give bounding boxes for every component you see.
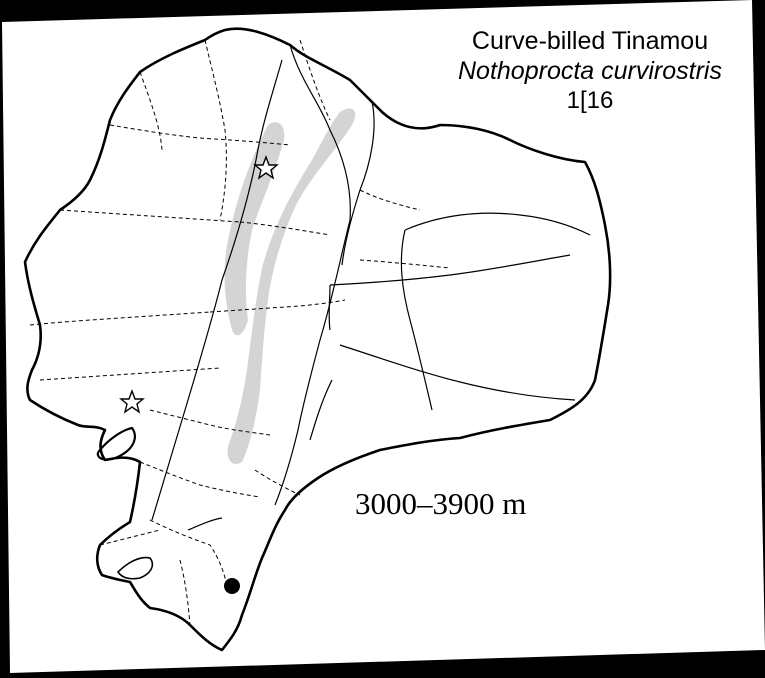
map-id: 1[16 bbox=[566, 87, 614, 114]
map-title-block: Curve-billed Tinamou Nothoprocta curviro… bbox=[410, 26, 765, 116]
elevation-label: 3000–3900 m bbox=[355, 486, 527, 521]
solid-boundaries bbox=[151, 44, 591, 531]
dashed-boundaries bbox=[29, 39, 451, 626]
common-name: Curve-billed Tinamou bbox=[471, 27, 709, 55]
star-icon bbox=[253, 155, 279, 180]
scientific-name: Nothoprocta curvirostris bbox=[458, 57, 722, 85]
country-outline bbox=[23, 27, 612, 652]
southern-inlet bbox=[116, 556, 154, 580]
puna-island bbox=[96, 426, 136, 461]
star-icon bbox=[119, 389, 145, 414]
range-band-east bbox=[227, 108, 356, 465]
dot-icon bbox=[224, 578, 240, 594]
